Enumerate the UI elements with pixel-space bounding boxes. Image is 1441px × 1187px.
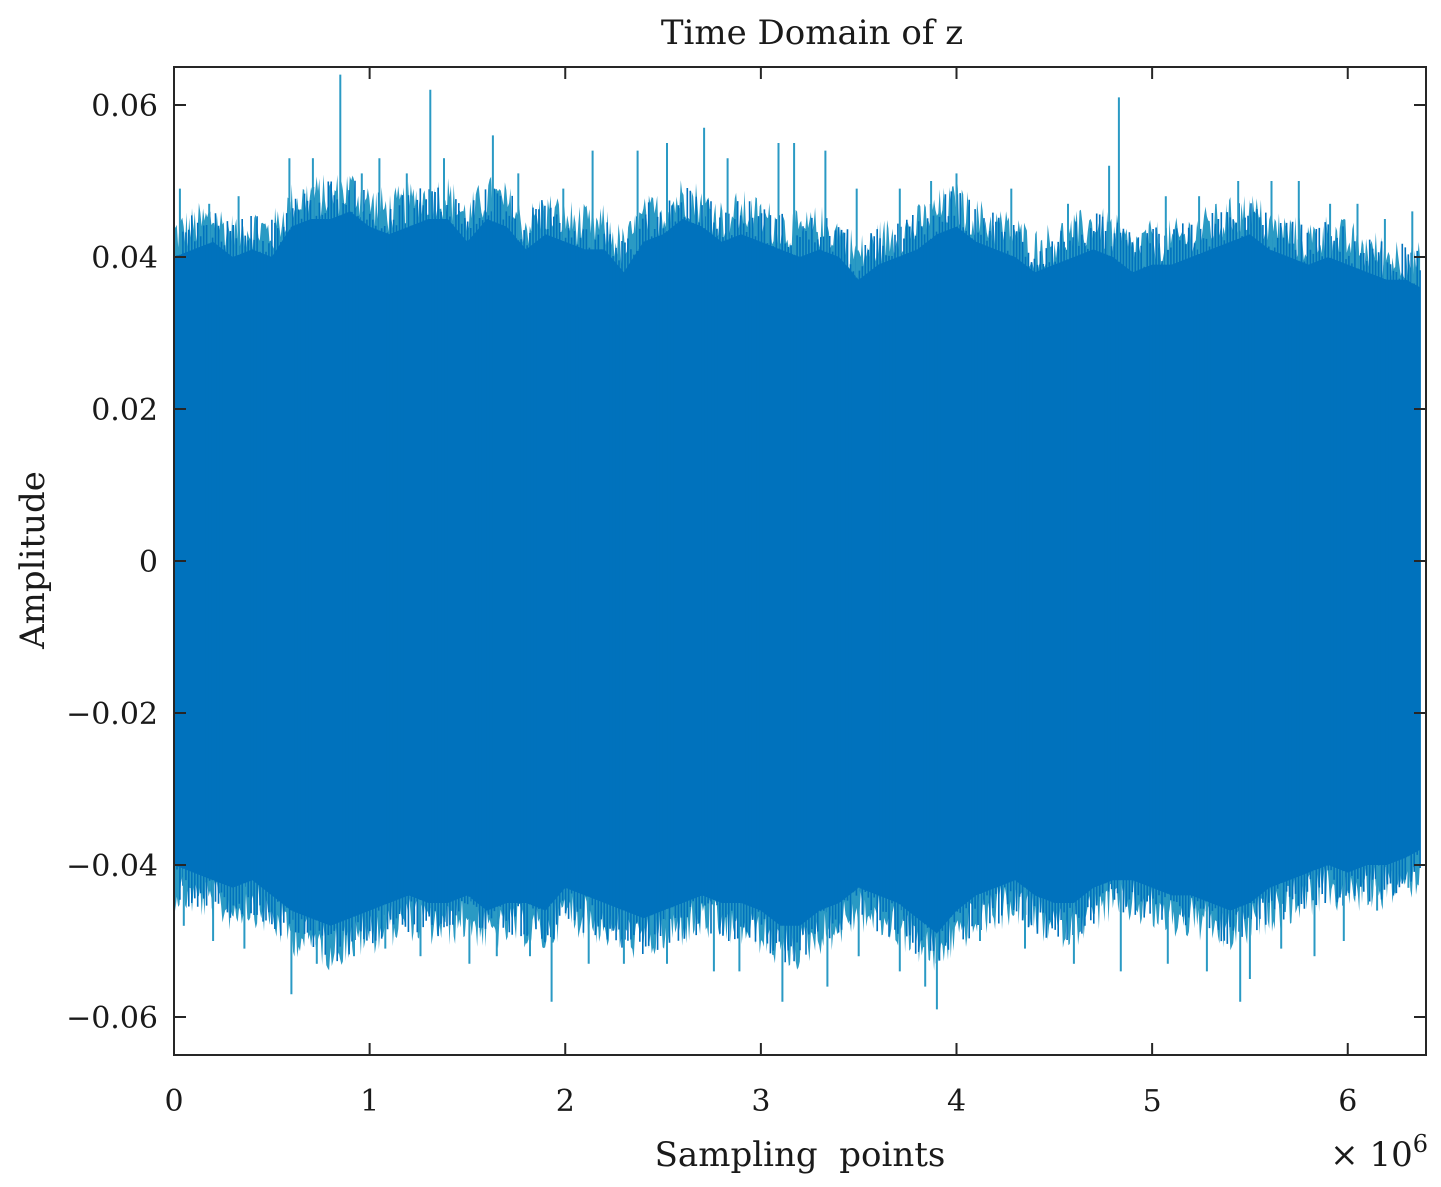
x-exponent-base: × 10 <box>1330 1135 1413 1175</box>
plot-area <box>173 74 1421 1010</box>
x-tick-label: 2 <box>556 1084 575 1119</box>
x-tick-label: 1 <box>360 1084 379 1119</box>
y-tick-label: 0.02 <box>91 393 158 428</box>
x-axis-label: Sampling points <box>655 1135 946 1175</box>
y-tick-label: 0 <box>139 545 158 580</box>
x-tick-label: 5 <box>1143 1084 1162 1119</box>
x-tick-label: 6 <box>1338 1084 1357 1119</box>
y-tick-label: 0.06 <box>91 89 158 124</box>
x-axis-exponent: × 106 <box>1330 1130 1428 1175</box>
y-axis-label: Amplitude <box>13 471 53 650</box>
y-tick-label: −0.02 <box>66 697 158 732</box>
x-tick-label: 4 <box>947 1084 966 1119</box>
chart-title: Time Domain of z <box>661 13 963 53</box>
y-tick-label: −0.04 <box>66 849 158 884</box>
y-axis-ticks: 0.06 0.04 0.02 0 −0.02 −0.04 −0.06 <box>66 89 1426 1036</box>
x-exponent-power: 6 <box>1413 1130 1428 1158</box>
x-axis-ticks: 0 1 2 3 4 5 6 <box>164 67 1357 1119</box>
y-tick-label: 0.04 <box>91 241 158 276</box>
y-tick-label: −0.06 <box>66 1001 158 1036</box>
x-tick-label: 0 <box>164 1084 183 1119</box>
x-tick-label: 3 <box>751 1084 770 1119</box>
